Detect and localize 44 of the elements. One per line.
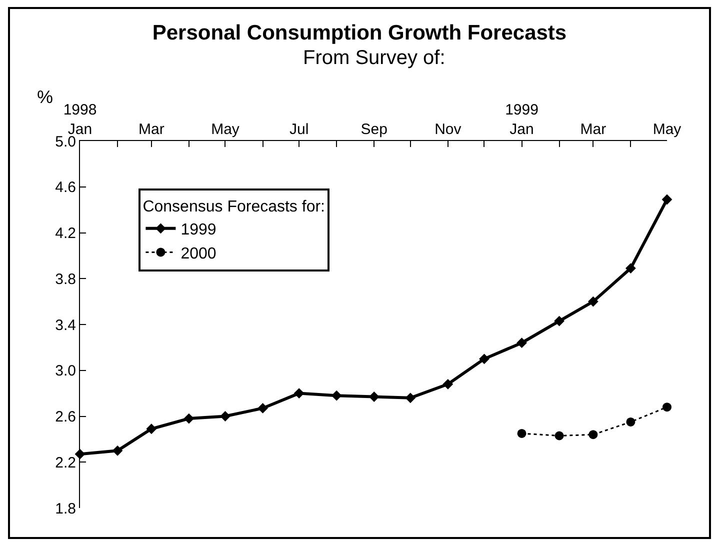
y-tick-label: 4.6 <box>55 179 76 196</box>
x-tick-label: May <box>211 121 240 138</box>
point <box>479 354 490 364</box>
point <box>220 411 230 422</box>
point <box>554 316 564 326</box>
point <box>516 338 527 348</box>
point <box>588 296 598 307</box>
chart-title: Personal Consumption Growth Forecasts <box>152 21 567 44</box>
point <box>294 388 304 399</box>
point <box>662 402 672 412</box>
y-tick-label: 2.2 <box>55 454 76 472</box>
point <box>112 445 123 456</box>
x-tick-label: May <box>652 121 682 138</box>
y-tick-label: 1.8 <box>55 500 76 518</box>
y-tick-label: 4.2 <box>55 225 76 242</box>
x-tick-label: 1999 Jan <box>505 102 538 138</box>
y-tick-label: 2.6 <box>55 408 76 426</box>
legend-title: Consensus Forecasts for: <box>142 198 325 216</box>
point <box>625 263 636 274</box>
point <box>331 390 342 401</box>
y-tick-label: 3.4 <box>55 316 76 334</box>
x-tick-label: Sep <box>360 121 388 138</box>
x-tick-label: Mar <box>138 121 164 138</box>
legend-label: 1999 <box>180 222 216 239</box>
point <box>184 413 194 424</box>
point <box>146 424 157 434</box>
point <box>662 194 672 205</box>
y-axis-title: % <box>37 87 54 107</box>
point <box>442 378 454 390</box>
y-tick-label: 3.0 <box>55 362 76 380</box>
y-tick-label: 5.0 <box>55 133 76 150</box>
chart-subtitle: From Survey of: <box>303 47 446 69</box>
x-tick-label: Mar <box>580 121 606 138</box>
point <box>588 430 598 440</box>
x-tick-label: Nov <box>434 121 462 138</box>
point <box>368 392 380 402</box>
point <box>258 403 268 414</box>
legend-label: 2000 <box>180 245 216 262</box>
point <box>405 392 416 404</box>
x-tick-label: Jul <box>289 121 309 138</box>
y-tick-label: 3.8 <box>55 270 76 288</box>
point <box>626 417 636 426</box>
point <box>554 431 564 440</box>
point <box>517 428 526 438</box>
